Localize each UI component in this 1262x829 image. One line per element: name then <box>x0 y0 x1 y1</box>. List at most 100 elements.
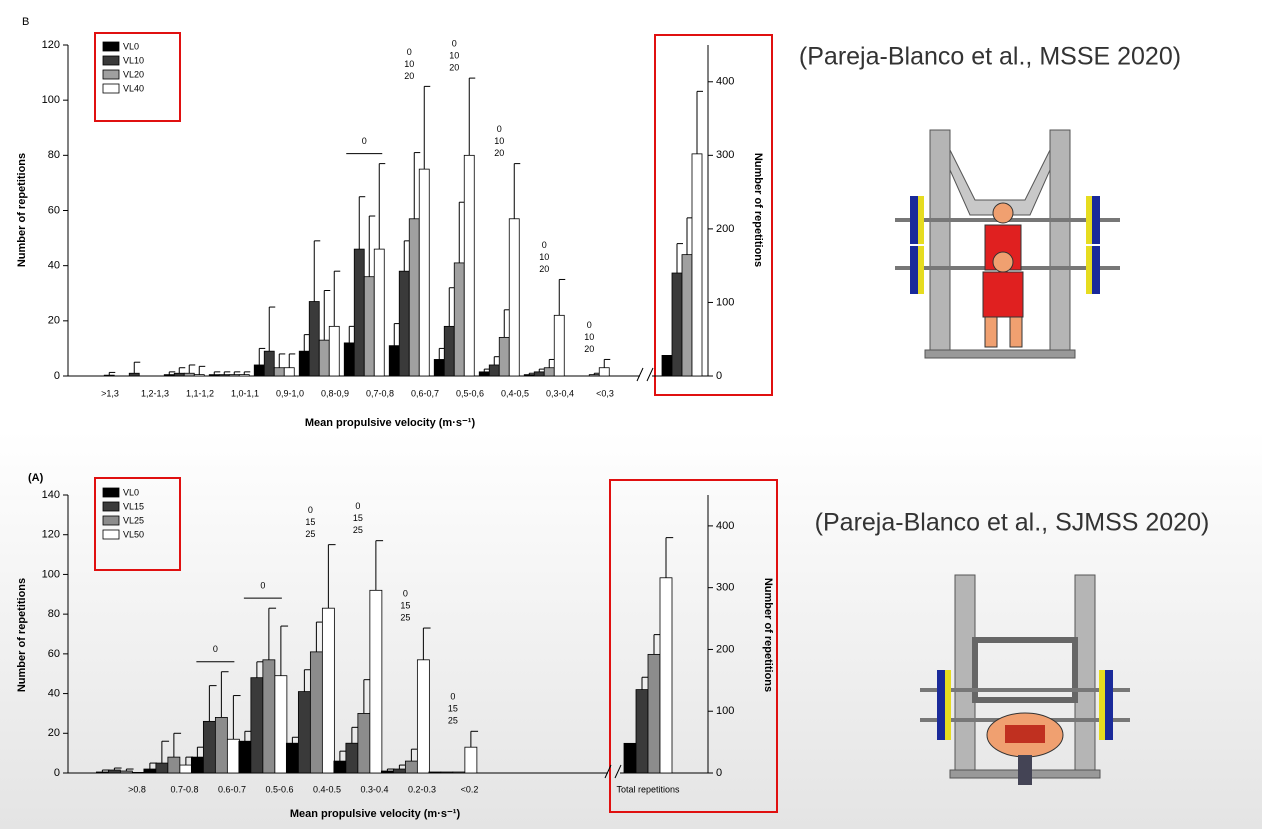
bar <box>357 713 371 774</box>
annotation: 20 <box>404 71 414 81</box>
legend-label: VL40 <box>123 83 144 93</box>
bar <box>353 248 365 377</box>
bar <box>238 374 250 377</box>
chart: (A) 0 20 40 60 80 100 120 140 0 100 200 300 400 Mean p… <box>16 472 774 820</box>
x-tick-label: Total repetitions <box>616 784 680 794</box>
legend-label: VL25 <box>123 515 144 525</box>
x-tick-label: 0.6-0.7 <box>218 784 246 794</box>
x-tick-label: 1,1-1,2 <box>186 388 214 398</box>
legend-swatch <box>102 41 120 52</box>
bar <box>333 760 347 774</box>
y-tick-label: 60 <box>48 648 60 660</box>
bar <box>250 677 264 774</box>
legend-swatch <box>102 69 120 80</box>
bar <box>671 272 683 377</box>
bar <box>588 374 600 377</box>
y2-tick-label: 300 <box>716 582 734 594</box>
panel-label: (A) <box>28 472 44 484</box>
y2-tick-label: 400 <box>716 76 734 88</box>
bar <box>131 772 145 774</box>
y2-tick-label: 0 <box>716 767 722 779</box>
y-tick-label: 80 <box>48 608 60 620</box>
bar <box>143 768 157 774</box>
y-axis-label: Number of repetitions <box>16 153 28 267</box>
axis-break <box>646 367 654 382</box>
y-tick-label: 100 <box>42 94 60 106</box>
y-tick-label: 40 <box>48 687 60 699</box>
highlight-box <box>654 34 773 396</box>
x-tick-label: 0,5-0,6 <box>456 388 484 398</box>
y2-tick-label: 100 <box>716 705 734 717</box>
bar <box>167 756 181 774</box>
annotation: 0 <box>213 644 218 654</box>
y2-axis-label: Number of repetitions <box>762 578 774 692</box>
bar <box>297 691 311 774</box>
bar <box>416 659 430 774</box>
bar <box>598 367 610 377</box>
annotation: 15 <box>448 704 458 714</box>
annotation: 20 <box>539 264 549 274</box>
bar <box>193 374 205 377</box>
y-tick-label: 60 <box>48 204 60 216</box>
bar <box>228 374 240 377</box>
bar <box>440 771 454 774</box>
bar <box>298 350 310 377</box>
bar <box>308 301 320 377</box>
bar <box>218 374 230 377</box>
panel-label: B <box>22 16 29 28</box>
y-tick-label: 120 <box>42 39 60 51</box>
bar <box>553 314 565 377</box>
bar <box>318 339 330 377</box>
bar <box>463 154 475 377</box>
bar <box>373 248 385 377</box>
annotation: 0 <box>362 136 367 146</box>
annotation: 15 <box>353 513 363 523</box>
bar <box>488 364 500 377</box>
bar <box>95 771 109 774</box>
x-tick-label: 0.2-0.3 <box>408 784 436 794</box>
bar <box>163 374 175 377</box>
bar <box>103 374 115 377</box>
axis-break <box>614 764 622 779</box>
bar <box>226 738 240 774</box>
x-tick-label: 1,2-1,3 <box>141 388 169 398</box>
y-axis-label: Number of repetitions <box>16 578 28 692</box>
bar <box>328 325 340 377</box>
bar <box>173 372 185 377</box>
bar <box>533 371 545 377</box>
annotation: 0 <box>308 505 313 515</box>
legend-label: VL10 <box>123 55 144 65</box>
squat-illustration <box>895 129 1120 359</box>
bar <box>691 153 703 377</box>
annotation: 25 <box>305 529 315 539</box>
y-tick-label: 80 <box>48 149 60 161</box>
x-tick-label: <0,3 <box>596 388 614 398</box>
annotation: 0 <box>355 501 360 511</box>
bar <box>190 756 204 774</box>
bar <box>647 653 661 774</box>
bar <box>433 359 445 377</box>
highlight-box <box>609 479 778 813</box>
bar <box>369 589 383 774</box>
x-tick-label: 0,6-0,7 <box>411 388 439 398</box>
annotation: 10 <box>449 50 459 60</box>
bar <box>380 770 394 774</box>
legend-label: VL20 <box>123 69 144 79</box>
bar <box>661 355 673 377</box>
bar <box>214 717 228 774</box>
annotation: 25 <box>448 716 458 726</box>
x-tick-label: 0,4-0,5 <box>501 388 529 398</box>
bar <box>681 254 693 377</box>
x-tick-label: 0,7-0,8 <box>366 388 394 398</box>
y-tick-label: 140 <box>42 489 60 501</box>
bar <box>543 367 555 377</box>
bar <box>273 367 285 377</box>
bar <box>345 742 359 774</box>
annotation: 0 <box>452 38 457 48</box>
legend-swatch <box>102 83 120 94</box>
bar <box>253 364 265 377</box>
x-tick-label: >1,3 <box>101 388 119 398</box>
y2-tick-label: 200 <box>716 643 734 655</box>
